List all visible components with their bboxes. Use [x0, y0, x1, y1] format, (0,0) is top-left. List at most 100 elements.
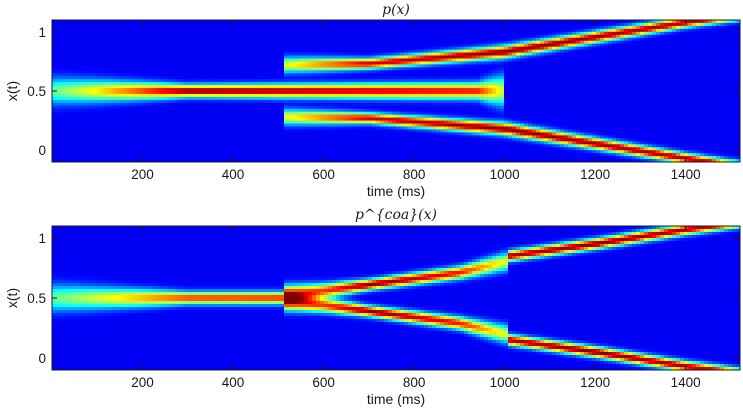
heatmap-cell: [240, 76, 245, 80]
heatmap-cell: [140, 67, 145, 71]
heatmap-cell: [252, 52, 257, 57]
heatmap-cell: [396, 93, 401, 98]
heatmap-cell: [72, 153, 77, 157]
heatmap-cell: [440, 76, 445, 80]
heatmap-cell: [148, 55, 153, 60]
heatmap-cell: [460, 93, 465, 98]
heatmap-cell: [176, 114, 181, 119]
heatmap-cell: [160, 156, 165, 160]
heatmap-cell: [328, 52, 333, 57]
heatmap-cell: [272, 126, 277, 131]
heatmap-cell: [80, 79, 85, 83]
heatmap-cell: [260, 28, 265, 33]
heatmap-cell: [208, 156, 213, 160]
heatmap-cell: [256, 108, 261, 113]
heatmap-cell: [404, 28, 409, 33]
heatmap-cell: [448, 105, 453, 110]
heatmap-cell: [84, 70, 89, 74]
heatmap-cell: [96, 117, 101, 122]
heatmap-cell: [460, 64, 465, 68]
heatmap-cell: [300, 108, 305, 113]
heatmap-cell: [432, 111, 437, 116]
heatmap-cell: [292, 31, 297, 36]
heatmap-cell: [420, 102, 425, 107]
heatmap-cell: [160, 96, 165, 101]
heatmap-cell: [264, 61, 269, 65]
heatmap-cell: [352, 37, 357, 42]
heatmap-cell: [448, 91, 453, 95]
heatmap-cell: [236, 82, 241, 86]
heatmap-cell: [352, 144, 357, 148]
heatmap-cell: [196, 20, 201, 24]
heatmap-cell: [84, 120, 89, 125]
heatmap-cell: [268, 96, 273, 101]
heatmap-cell: [460, 108, 465, 113]
heatmap-cell: [428, 85, 433, 89]
heatmap-cell: [324, 135, 329, 139]
heatmap-cell: [52, 61, 57, 65]
heatmap-cell: [68, 73, 73, 77]
heatmap-cell: [264, 49, 269, 54]
heatmap-cell: [184, 55, 189, 60]
heatmap-cell: [200, 144, 205, 148]
heatmap-cell: [64, 129, 69, 134]
heatmap-cell: [336, 132, 341, 136]
heatmap-cell: [372, 22, 377, 27]
heatmap-cell: [208, 88, 213, 92]
heatmap-cell: [384, 79, 389, 83]
heatmap-cell: [324, 138, 329, 142]
heatmap-cell: [260, 120, 265, 125]
heatmap-cell: [284, 135, 289, 139]
heatmap-cell: [444, 135, 449, 139]
heatmap-cell: [328, 147, 333, 151]
heatmap-cell: [432, 22, 437, 27]
heatmap-cell: [248, 123, 253, 128]
heatmap-cell: [136, 96, 141, 101]
heatmap-cell: [248, 34, 253, 39]
heatmap-cell: [180, 123, 185, 128]
heatmap-cell: [100, 31, 105, 36]
heatmap-cell: [288, 37, 293, 42]
heatmap-cell: [372, 132, 377, 136]
heatmap-cell: [324, 147, 329, 151]
heatmap-cell: [300, 91, 305, 95]
heatmap-cell: [144, 111, 149, 116]
heatmap-cell: [88, 61, 93, 65]
heatmap-cell: [356, 73, 361, 77]
heatmap-cell: [300, 117, 305, 122]
heatmap-cell: [104, 111, 109, 116]
heatmap-cell: [156, 126, 161, 131]
heatmap-cell: [380, 82, 385, 86]
heatmap-cell: [324, 114, 329, 119]
heatmap-cell: [424, 58, 429, 63]
heatmap-cell: [392, 49, 397, 54]
heatmap-cell: [256, 96, 261, 101]
heatmap-cell: [448, 40, 453, 45]
heatmap-cell: [112, 120, 117, 125]
heatmap-cell: [204, 91, 209, 95]
heatmap-cell: [408, 55, 413, 60]
heatmap-cell: [204, 126, 209, 131]
heatmap-cell: [392, 64, 397, 68]
heatmap-cell: [456, 114, 461, 119]
heatmap-cell: [120, 153, 125, 157]
heatmap-cell: [288, 105, 293, 110]
heatmap-cell: [144, 40, 149, 45]
heatmap-cell: [108, 141, 113, 145]
heatmap-cell: [324, 159, 329, 162]
heatmap-cell: [120, 61, 125, 65]
heatmap-cell: [192, 61, 197, 65]
heatmap-cell: [68, 70, 73, 74]
heatmap-cell: [84, 20, 89, 24]
heatmap-cell: [280, 105, 285, 110]
heatmap-cell: [424, 159, 429, 162]
heatmap-cell: [192, 49, 197, 54]
heatmap-cell: [264, 141, 269, 145]
heatmap-cell: [420, 22, 425, 27]
heatmap-cell: [236, 153, 241, 157]
heatmap-cell: [184, 64, 189, 68]
heatmap-cell: [240, 138, 245, 142]
heatmap-cell: [236, 102, 241, 107]
heatmap-cell: [424, 85, 429, 89]
heatmap-cell: [464, 79, 469, 83]
